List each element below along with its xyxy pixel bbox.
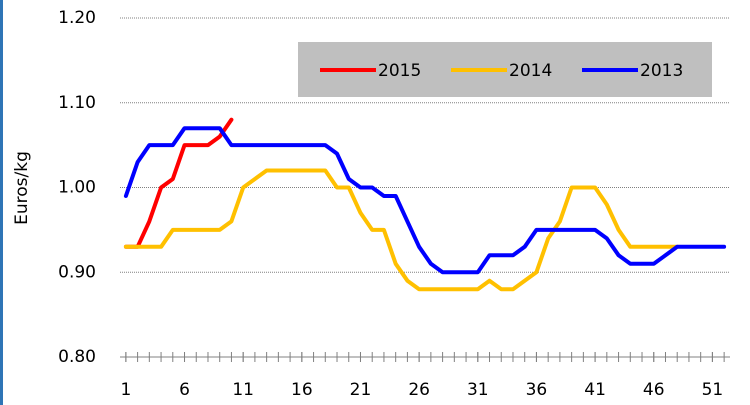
y-axis-label: Euros/kg [12, 151, 32, 225]
x-tick-label: 1 [120, 380, 131, 400]
x-tick-label: 31 [467, 380, 489, 400]
y-tick-label: 1.00 [58, 178, 96, 198]
x-tick-label: 21 [350, 380, 372, 400]
legend-label: 2014 [509, 61, 552, 81]
x-tick-label: 46 [643, 380, 665, 400]
y-tick-label: 0.80 [58, 347, 96, 367]
legend-label: 2013 [640, 61, 683, 81]
y-tick-label: 0.90 [58, 262, 96, 282]
y-tick-label: 1.20 [58, 8, 96, 28]
x-tick-label: 26 [408, 380, 430, 400]
x-tick-label: 41 [584, 380, 606, 400]
series-line [123, 168, 680, 292]
x-tick-label: 16 [291, 380, 313, 400]
x-tick-label: 51 [702, 380, 724, 400]
y-tick-label: 1.10 [58, 93, 96, 113]
x-tick-label: 6 [179, 380, 190, 400]
series-line [123, 117, 234, 249]
x-tick-label: 11 [232, 380, 254, 400]
frame-edge [0, 0, 3, 405]
x-tick-label: 36 [526, 380, 548, 400]
series-line [123, 126, 727, 275]
legend-label: 2015 [378, 61, 421, 81]
